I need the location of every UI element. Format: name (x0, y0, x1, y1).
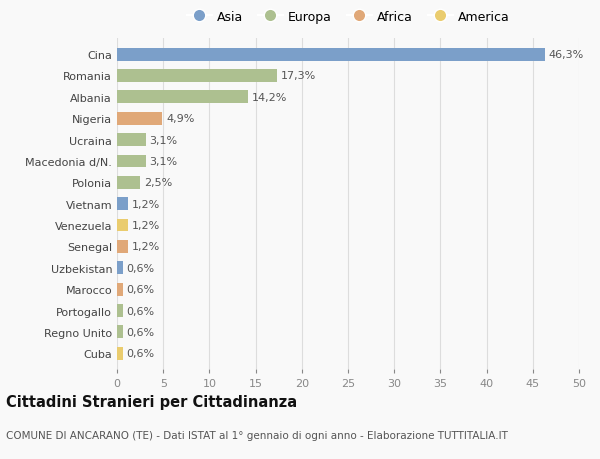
Text: 46,3%: 46,3% (548, 50, 584, 60)
Bar (117, 241, 128, 253)
Text: 1,2%: 1,2% (132, 242, 160, 252)
Bar (117, 112, 162, 125)
Text: 3,1%: 3,1% (149, 157, 178, 167)
Bar (117, 134, 146, 147)
Bar (117, 198, 128, 211)
Text: 1,2%: 1,2% (132, 221, 160, 230)
Bar (117, 262, 122, 274)
Text: 1,2%: 1,2% (132, 199, 160, 209)
Bar (117, 283, 122, 296)
Legend: Asia, Europa, Africa, America: Asia, Europa, Africa, America (184, 8, 512, 26)
Text: COMUNE DI ANCARANO (TE) - Dati ISTAT al 1° gennaio di ogni anno - Elaborazione T: COMUNE DI ANCARANO (TE) - Dati ISTAT al … (6, 431, 508, 440)
Bar (117, 304, 122, 317)
Bar (117, 91, 248, 104)
Bar (117, 49, 545, 62)
Bar (117, 347, 122, 360)
Text: 0,6%: 0,6% (126, 348, 154, 358)
Bar (117, 219, 128, 232)
Text: 0,6%: 0,6% (126, 285, 154, 295)
Bar (117, 155, 146, 168)
Text: 2,5%: 2,5% (144, 178, 172, 188)
Text: 0,6%: 0,6% (126, 306, 154, 316)
Text: 3,1%: 3,1% (149, 135, 178, 146)
Text: 4,9%: 4,9% (166, 114, 194, 124)
Bar (117, 70, 277, 83)
Text: 14,2%: 14,2% (252, 93, 287, 103)
Bar (117, 177, 140, 189)
Text: 0,6%: 0,6% (126, 327, 154, 337)
Bar (117, 326, 122, 339)
Text: Cittadini Stranieri per Cittadinanza: Cittadini Stranieri per Cittadinanza (6, 394, 297, 409)
Text: 0,6%: 0,6% (126, 263, 154, 273)
Text: 17,3%: 17,3% (281, 71, 316, 81)
